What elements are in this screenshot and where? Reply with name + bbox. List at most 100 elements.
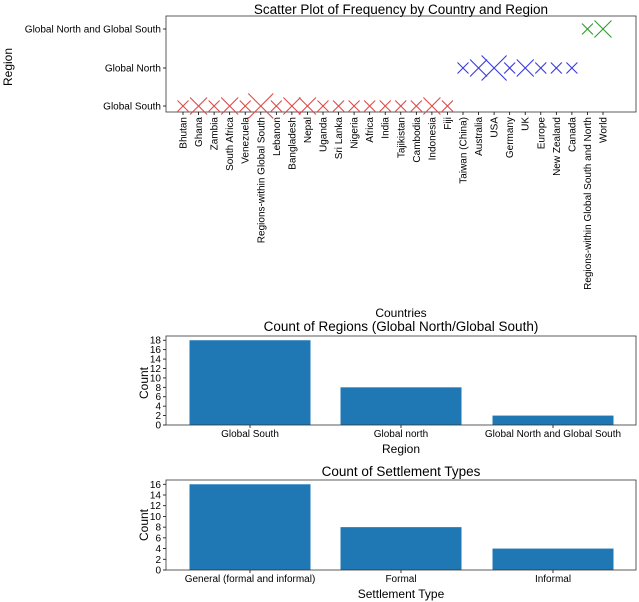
y-tick-label: 16 xyxy=(150,480,162,491)
bar2-xlabel: Settlement Type xyxy=(358,587,445,601)
y-tick-label: 6 xyxy=(155,392,161,403)
scatter-point xyxy=(594,20,612,38)
axes-frame xyxy=(165,335,637,426)
x-tick-label: Taiwan (China) xyxy=(459,117,470,184)
bar1-ylabel: Count xyxy=(137,366,151,399)
scatter-point xyxy=(469,59,488,77)
x-marker-stroke xyxy=(348,100,361,112)
x-tick-label: General (formal and informal) xyxy=(185,574,316,585)
y-tick-label: 12 xyxy=(150,364,162,375)
x-marker-stroke xyxy=(247,93,274,119)
x-marker-stroke xyxy=(469,59,488,77)
x-marker-stroke xyxy=(441,100,454,112)
x-marker-stroke xyxy=(410,100,423,112)
scatter-point xyxy=(298,97,317,115)
y-tick-label: 2 xyxy=(155,411,161,422)
x-marker-stroke xyxy=(298,97,317,115)
y-tick-label: 6 xyxy=(155,533,161,544)
scatter-point xyxy=(220,97,239,115)
x-marker-stroke xyxy=(550,62,563,74)
x-tick-label: Fiji xyxy=(443,117,454,130)
x-marker-stroke xyxy=(566,62,578,74)
scatter-point xyxy=(550,62,563,74)
scatter-xlabel: Countries xyxy=(375,306,426,320)
y-tick-label: 2 xyxy=(155,555,161,566)
x-tick-label: Europe xyxy=(536,117,547,150)
x-marker-stroke xyxy=(481,55,508,81)
x-tick-label: Australia xyxy=(474,117,485,156)
x-tick-label: Bangladesh xyxy=(287,117,298,170)
scatter-point xyxy=(379,100,392,112)
y-tick-label: 4 xyxy=(155,402,161,413)
y-tick-label: 4 xyxy=(155,544,161,555)
x-marker-stroke xyxy=(189,97,208,115)
scatter-point xyxy=(410,100,423,112)
x-marker-stroke xyxy=(594,20,612,38)
scatter-point xyxy=(332,100,345,112)
bar xyxy=(492,415,614,425)
x-marker-stroke xyxy=(394,100,407,112)
x-tick-label: USA xyxy=(490,117,501,138)
axes-frame xyxy=(165,479,637,571)
scatter-point xyxy=(503,62,516,74)
x-tick-label: Global North and Global South xyxy=(485,429,621,440)
x-tick-label: Global north xyxy=(374,429,428,440)
x-marker-stroke xyxy=(239,100,252,112)
x-marker-stroke xyxy=(422,97,441,115)
y-tick-label: 18 xyxy=(150,336,162,347)
x-tick-label: Canada xyxy=(567,117,578,152)
scatter-point xyxy=(177,100,189,112)
scatter-axes-frame xyxy=(165,15,637,113)
x-marker-stroke xyxy=(516,59,535,77)
scatter-point xyxy=(270,100,283,112)
y-tick-label: 12 xyxy=(150,501,162,512)
x-marker-stroke xyxy=(503,62,516,74)
x-marker-stroke xyxy=(332,100,345,112)
scatter-point xyxy=(189,97,208,115)
bar2-ylabel: Count xyxy=(137,508,151,541)
x-tick-label: Sri Lanka xyxy=(334,117,345,160)
bar-chart-regions: Global South Global north Global North and… xyxy=(150,335,637,440)
x-marker-stroke xyxy=(317,100,329,112)
y-tick-label: Global South xyxy=(103,102,161,113)
x-tick-label: Lebanon xyxy=(272,117,283,156)
bar xyxy=(492,548,614,570)
bar xyxy=(189,484,311,570)
y-tick-label: 0 xyxy=(155,421,161,432)
x-tick-label: Formal xyxy=(385,574,416,585)
x-tick-label: Bhutan xyxy=(179,117,190,149)
scatter-point xyxy=(317,100,329,112)
scatter-point xyxy=(422,97,441,115)
x-tick-label: India xyxy=(381,117,392,139)
scatter-point xyxy=(516,59,535,77)
x-tick-label: Nigeria xyxy=(350,117,361,149)
x-tick-label: Uganda xyxy=(319,117,330,152)
scatter-point xyxy=(441,100,454,112)
y-tick-label: 14 xyxy=(150,491,162,502)
x-tick-label: Zambia xyxy=(210,117,221,151)
y-tick-label: 0 xyxy=(155,566,161,577)
bar xyxy=(189,340,311,425)
x-tick-label: Global South xyxy=(221,429,279,440)
x-marker-stroke xyxy=(220,97,239,115)
x-tick-label: Ghana xyxy=(194,117,205,147)
scatter-point xyxy=(581,23,594,35)
x-tick-label: UK xyxy=(521,117,532,131)
bar2-title: Count of Settlement Types xyxy=(322,464,481,479)
y-tick-label: 16 xyxy=(150,345,162,356)
x-tick-label: World xyxy=(599,117,610,143)
bar1-title: Count of Regions (Global North/Global So… xyxy=(264,319,539,334)
x-marker-stroke xyxy=(177,100,189,112)
x-tick-label: South Africa xyxy=(225,117,236,171)
x-tick-label: Regions-within Global South xyxy=(256,117,267,243)
y-tick-label: Global North xyxy=(105,64,161,75)
scatter-point xyxy=(247,93,274,119)
scatter-point xyxy=(481,55,508,81)
scatter-plot: Global South Global North Global North and… xyxy=(25,15,637,290)
x-tick-label: Cambodia xyxy=(412,117,423,163)
x-tick-label: Germany xyxy=(505,117,516,158)
scatter-title: Scatter Plot of Frequency by Country and… xyxy=(254,2,548,17)
x-tick-label: Africa xyxy=(365,117,376,143)
y-tick-label: Global North and Global South xyxy=(25,25,161,36)
